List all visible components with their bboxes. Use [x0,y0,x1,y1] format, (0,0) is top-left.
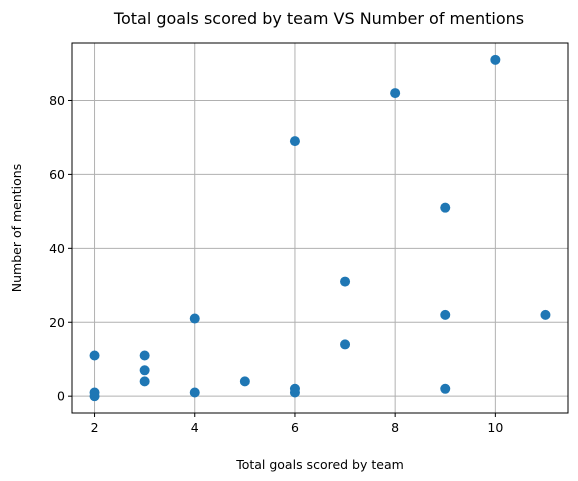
data-point [440,202,451,213]
x-tick-label: 8 [391,420,399,435]
data-point [189,387,200,398]
data-point [139,376,150,387]
data-point [490,54,501,65]
y-axis-ticks: 0 20 40 60 80 [49,93,72,404]
y-tick-label: 0 [57,389,65,404]
y-tick-label: 60 [49,167,65,182]
x-tick-label: 2 [91,420,99,435]
data-point [440,383,451,394]
y-tick-label: 80 [49,93,65,108]
data-point [540,309,551,320]
y-tick-label: 40 [49,241,65,256]
data-point [340,339,351,350]
x-axis-ticks: 2 4 6 8 10 [91,413,503,435]
data-point [89,350,100,361]
data-point [239,376,250,387]
data-point [289,383,300,394]
chart-title: Total goals scored by team VS Number of … [113,9,524,28]
data-point [289,136,300,147]
plot-frame [71,42,569,414]
grid [72,43,568,413]
data-point [139,365,150,376]
data-point [440,309,451,320]
data-point [189,313,200,324]
data-points [89,54,551,402]
y-tick-label: 20 [49,315,65,330]
data-point [340,276,351,287]
x-tick-label: 6 [291,420,299,435]
data-point [139,350,150,361]
x-tick-label: 4 [191,420,199,435]
data-point [89,387,100,398]
y-axis-label: Number of mentions [9,164,24,292]
x-tick-label: 10 [487,420,503,435]
x-axis-label: Total goals scored by team [235,457,404,472]
data-point [390,88,401,99]
